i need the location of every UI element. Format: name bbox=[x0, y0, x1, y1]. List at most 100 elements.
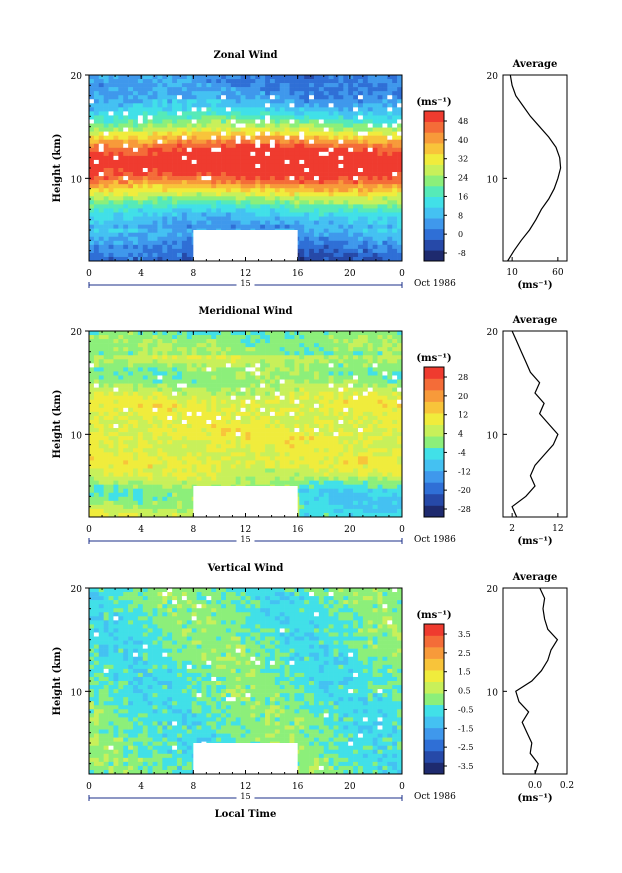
meridional-heatmap-cell bbox=[186, 444, 192, 449]
zonal-heatmap-cell bbox=[225, 103, 232, 108]
zonal-heatmap-cell bbox=[93, 240, 100, 246]
meridional-heatmap-cell bbox=[216, 460, 222, 465]
zonal-heatmap-cell bbox=[123, 147, 129, 153]
meridional-heatmap-cell bbox=[284, 335, 290, 340]
meridional-heatmap-cell bbox=[177, 395, 183, 401]
zonal-heatmap-cell bbox=[357, 159, 364, 165]
zonal-heatmap-cell bbox=[201, 155, 207, 161]
zonal-heatmap-cell bbox=[372, 188, 378, 193]
meridional-heatmap-cell bbox=[137, 411, 144, 417]
zonal-heatmap-cell bbox=[103, 91, 109, 96]
meridional-heatmap-cell bbox=[152, 424, 158, 429]
meridional-heatmap-cell bbox=[123, 395, 129, 401]
zonal-heatmap-cell bbox=[343, 127, 349, 132]
zonal-heatmap-cell bbox=[113, 168, 119, 173]
zonal-heatmap-cell bbox=[118, 248, 124, 254]
meridional-heatmap-cell bbox=[196, 407, 202, 413]
zonal-heatmap-cell bbox=[265, 139, 271, 145]
zonal-heatmap-cell bbox=[93, 180, 100, 185]
zonal-heatmap-cell bbox=[387, 200, 393, 205]
zonal-heatmap-cell bbox=[162, 188, 168, 193]
zonal-heatmap-cell bbox=[172, 75, 178, 80]
zonal-heatmap-cell bbox=[362, 75, 369, 80]
zonal-heatmap-cell bbox=[343, 248, 349, 254]
zonal-heatmap-cell bbox=[265, 200, 271, 205]
zonal-heatmap-cell bbox=[123, 91, 129, 96]
zonal-heatmap-cell bbox=[186, 87, 192, 92]
meridional-heatmap-cell bbox=[269, 407, 276, 413]
zonal-heatmap-cell bbox=[343, 176, 349, 181]
zonal-heatmap-cell bbox=[260, 103, 266, 108]
zonal-heatmap-cell bbox=[265, 196, 271, 201]
meridional-heatmap-cell bbox=[137, 492, 144, 498]
zonal-heatmap-cell bbox=[186, 143, 192, 149]
zonal-heatmap-cell bbox=[318, 127, 325, 132]
zonal-heatmap-cell bbox=[103, 208, 109, 213]
zonal-heatmap-cell bbox=[323, 192, 329, 197]
zonal-x-tick-label: 0 bbox=[399, 269, 405, 279]
meridional-heatmap-cell bbox=[265, 339, 271, 344]
zonal-heatmap-cell bbox=[201, 147, 207, 153]
zonal-heatmap-cell bbox=[137, 135, 144, 140]
zonal-heatmap-cell bbox=[313, 236, 320, 242]
zonal-heatmap-cell bbox=[265, 135, 271, 140]
meridional-heatmap-cell bbox=[93, 339, 100, 344]
meridional-heatmap-cell bbox=[274, 428, 281, 433]
zonal-heatmap-cell bbox=[284, 119, 290, 124]
zonal-heatmap-cell bbox=[304, 127, 310, 132]
meridional-heatmap-cell bbox=[279, 379, 285, 384]
zonal-heatmap-cell bbox=[221, 224, 227, 229]
zonal-heatmap-cell bbox=[397, 111, 403, 116]
zonal-heatmap-cell bbox=[343, 220, 349, 225]
meridional-heatmap-cell bbox=[118, 339, 124, 344]
zonal-heatmap-cell bbox=[181, 216, 188, 221]
zonal-heatmap-cell bbox=[338, 196, 344, 201]
zonal-heatmap-cell bbox=[113, 131, 119, 136]
zonal-heatmap-cell bbox=[211, 188, 217, 193]
zonal-heatmap-cell bbox=[343, 208, 349, 213]
meridional-heatmap-cell bbox=[128, 407, 134, 413]
meridional-heatmap-cell bbox=[240, 464, 246, 469]
zonal-heatmap-cell bbox=[191, 180, 197, 185]
meridional-heatmap-cell bbox=[221, 407, 227, 413]
meridional-heatmap-cell bbox=[167, 411, 173, 417]
zonal-heatmap-cell bbox=[186, 236, 192, 242]
meridional-heatmap-cell bbox=[103, 399, 109, 405]
meridional-heatmap-cell bbox=[250, 411, 256, 417]
zonal-heatmap-cell bbox=[137, 176, 144, 181]
zonal-heatmap-cell bbox=[240, 139, 246, 145]
zonal-heatmap-cell bbox=[196, 168, 202, 173]
zonal-heatmap-cell bbox=[309, 131, 315, 136]
zonal-heatmap-cell bbox=[196, 200, 202, 205]
meridional-heatmap-cell bbox=[133, 476, 139, 481]
zonal-heatmap-cell bbox=[260, 168, 266, 173]
meridional-heatmap-cell bbox=[230, 415, 237, 421]
zonal-heatmap-cell bbox=[235, 184, 241, 189]
meridional-heatmap-cell bbox=[235, 419, 241, 425]
meridional-heatmap-cell bbox=[89, 456, 95, 461]
meridional-heatmap-cell bbox=[152, 419, 158, 425]
zonal-heatmap-cell bbox=[323, 103, 329, 108]
zonal-heatmap-cell bbox=[137, 220, 144, 225]
meridional-heatmap-cell bbox=[274, 456, 281, 461]
meridional-heatmap-cell bbox=[118, 371, 124, 376]
zonal-heatmap-cell bbox=[387, 75, 393, 80]
zonal-heatmap-cell bbox=[235, 159, 241, 165]
zonal-heatmap-cell bbox=[245, 212, 251, 217]
zonal-heatmap-cell bbox=[357, 79, 364, 84]
meridional-heatmap-cell bbox=[211, 415, 217, 421]
zonal-heatmap-cell bbox=[240, 176, 246, 181]
meridional-heatmap-cell bbox=[142, 480, 148, 485]
meridional-heatmap-cell bbox=[103, 379, 109, 384]
zonal-heatmap-cell bbox=[128, 216, 134, 221]
zonal-heatmap-cell bbox=[313, 184, 320, 189]
zonal-heatmap-cell bbox=[240, 107, 246, 112]
zonal-heatmap-cell bbox=[172, 192, 178, 197]
meridional-heatmap-cell bbox=[133, 343, 139, 348]
meridional-heatmap-cell bbox=[128, 480, 134, 485]
zonal-heatmap-cell bbox=[181, 232, 188, 238]
zonal-heatmap-cell bbox=[323, 83, 329, 88]
zonal-heatmap-cell bbox=[299, 244, 305, 250]
zonal-heatmap-cell bbox=[372, 192, 378, 197]
zonal-heatmap-cell bbox=[328, 172, 334, 177]
